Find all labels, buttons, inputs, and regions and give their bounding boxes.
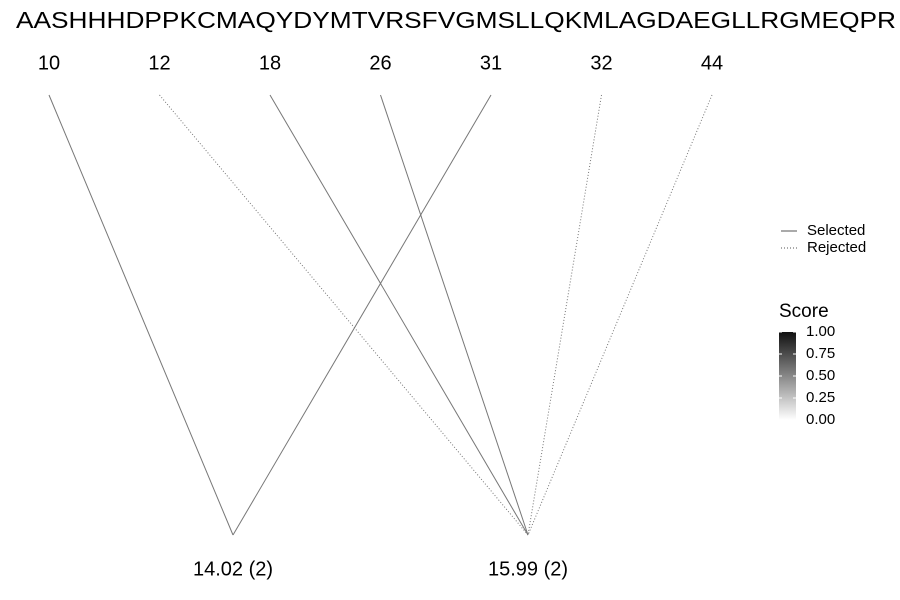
edge: [527, 94, 713, 536]
edge: [380, 94, 529, 536]
score-tick-label: 1.00: [806, 323, 835, 340]
position-label: 31: [480, 52, 502, 74]
edge: [232, 94, 492, 536]
score-tick-label: 0.00: [806, 411, 835, 428]
edge: [527, 94, 602, 536]
score-colorbar: [779, 332, 796, 420]
score-tick-label: 0.50: [806, 367, 835, 384]
legend-label: Rejected: [807, 239, 866, 256]
position-label: 32: [590, 52, 612, 74]
legend-label: Selected: [807, 222, 865, 239]
score-tick-label: 0.25: [806, 389, 835, 406]
sequence: AASHHHDPPKCMAQYDYMTVRSFVGMSLLQKMLAGDAEGL…: [16, 7, 896, 33]
edge: [269, 94, 529, 536]
position-label: 10: [38, 52, 60, 74]
mass-label: 14.02 (2): [193, 558, 273, 580]
position-label: 26: [369, 52, 391, 74]
position-label: 18: [259, 52, 281, 74]
position-label: 12: [148, 52, 170, 74]
score-title: Score: [779, 301, 829, 322]
position-label: 44: [701, 52, 723, 74]
edge: [159, 94, 529, 536]
edge: [48, 94, 234, 536]
score-tick-label: 0.75: [806, 345, 835, 362]
mass-label: 15.99 (2): [488, 558, 568, 580]
